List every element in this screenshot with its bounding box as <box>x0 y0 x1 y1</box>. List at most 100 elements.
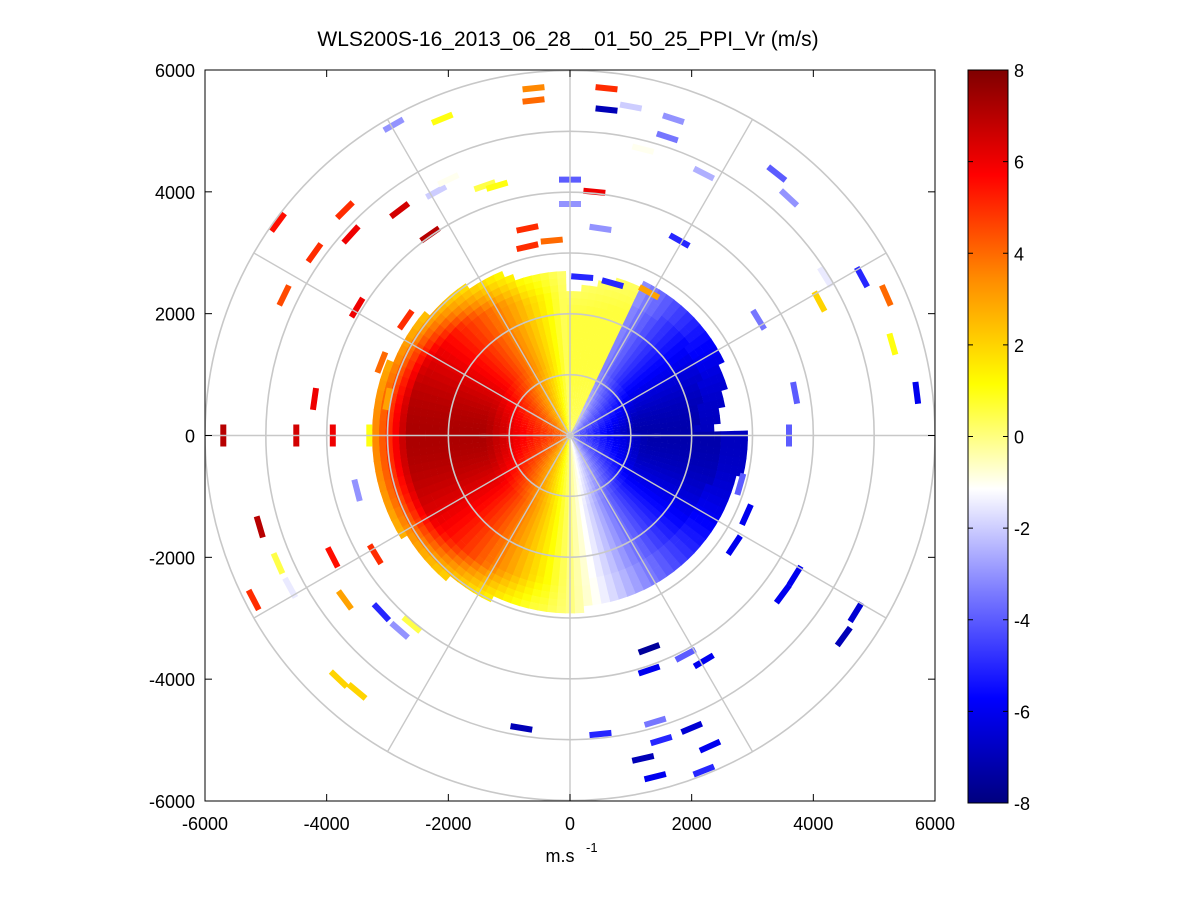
field-cell <box>583 352 590 361</box>
range-gate <box>245 588 262 612</box>
field-cell <box>573 485 578 493</box>
field-cell <box>493 448 502 454</box>
field-cell <box>558 565 567 574</box>
field-cell <box>554 318 562 326</box>
field-cell <box>439 542 452 554</box>
field-cell <box>401 395 411 406</box>
field-cell <box>581 497 587 506</box>
field-cell <box>635 458 644 466</box>
field-cell <box>555 463 560 471</box>
field-cell <box>587 530 595 539</box>
field-cell <box>579 438 587 442</box>
field-cell <box>697 459 706 468</box>
field-cell <box>550 469 556 477</box>
field-cell <box>585 424 592 429</box>
field-cell <box>441 510 452 522</box>
field-cell <box>545 415 552 422</box>
field-cell <box>521 447 529 453</box>
field-cell <box>496 277 508 288</box>
y-tick-label: 0 <box>185 427 195 447</box>
field-cell <box>627 459 636 467</box>
field-cell <box>672 415 681 423</box>
field-cell <box>537 341 545 351</box>
field-cell <box>646 441 654 447</box>
field-cell <box>639 464 648 472</box>
field-cell <box>440 411 448 420</box>
field-cell <box>459 448 468 456</box>
field-cell <box>604 531 613 541</box>
field-cell <box>545 353 553 362</box>
field-cell <box>579 504 585 513</box>
field-cell <box>597 527 605 536</box>
field-cell <box>514 299 525 309</box>
field-cell <box>533 465 540 473</box>
field-cell <box>557 579 567 587</box>
field-cell <box>601 295 612 304</box>
field-cell <box>522 371 531 380</box>
field-cell <box>573 559 581 567</box>
field-cell <box>532 280 543 289</box>
field-cell <box>710 400 719 410</box>
field-cell <box>669 299 682 311</box>
field-cell <box>553 393 558 402</box>
field-cell <box>684 385 694 395</box>
field-cell <box>599 408 607 415</box>
field-cell <box>536 363 544 372</box>
field-cell <box>551 565 560 573</box>
field-cell <box>529 595 541 604</box>
field-cell <box>558 518 564 527</box>
field-cell <box>528 460 536 467</box>
field-cell <box>676 401 685 410</box>
field-cell <box>613 504 622 514</box>
field-cell <box>479 428 487 434</box>
field-cell <box>557 399 562 407</box>
field-cell <box>425 446 434 455</box>
field-cell <box>498 387 507 396</box>
field-cell <box>643 392 653 400</box>
field-cell <box>532 497 540 506</box>
field-cell <box>481 455 490 462</box>
field-cell <box>460 454 469 462</box>
field-cell <box>631 479 640 487</box>
field-cell <box>715 372 726 384</box>
field-cell <box>511 568 523 579</box>
range-gate <box>325 546 341 569</box>
field-cell <box>562 337 568 346</box>
field-cell <box>564 391 568 399</box>
field-cell <box>508 478 517 486</box>
field-cell <box>712 382 722 393</box>
field-cell <box>577 525 583 533</box>
field-cell <box>581 400 587 409</box>
field-cell <box>597 582 608 591</box>
field-cell <box>514 360 523 369</box>
field-cell <box>488 453 496 460</box>
field-cell <box>598 308 608 317</box>
field-cell <box>652 565 664 576</box>
field-cell <box>599 329 608 338</box>
field-cell <box>580 518 587 526</box>
field-cell <box>523 484 532 492</box>
field-cell <box>573 291 582 299</box>
field-cell <box>395 393 404 405</box>
field-cell <box>503 456 511 463</box>
field-cell <box>739 448 748 459</box>
field-cell <box>579 311 587 320</box>
field-cell <box>558 450 563 458</box>
field-cell <box>401 465 411 476</box>
field-cell <box>553 429 561 433</box>
field-cell <box>405 447 414 458</box>
field-cell <box>593 433 601 435</box>
field-cell <box>608 379 617 387</box>
field-cell <box>693 389 703 399</box>
field-cell <box>612 421 620 426</box>
field-cell <box>577 532 584 540</box>
field-cell <box>643 471 653 479</box>
field-cell <box>519 326 528 336</box>
field-cell <box>591 422 599 427</box>
field-cell <box>517 305 527 315</box>
field-cell <box>555 605 566 614</box>
field-cell <box>603 503 611 512</box>
field-cell <box>400 456 409 467</box>
field-cell <box>593 562 603 571</box>
field-cell <box>661 400 671 408</box>
